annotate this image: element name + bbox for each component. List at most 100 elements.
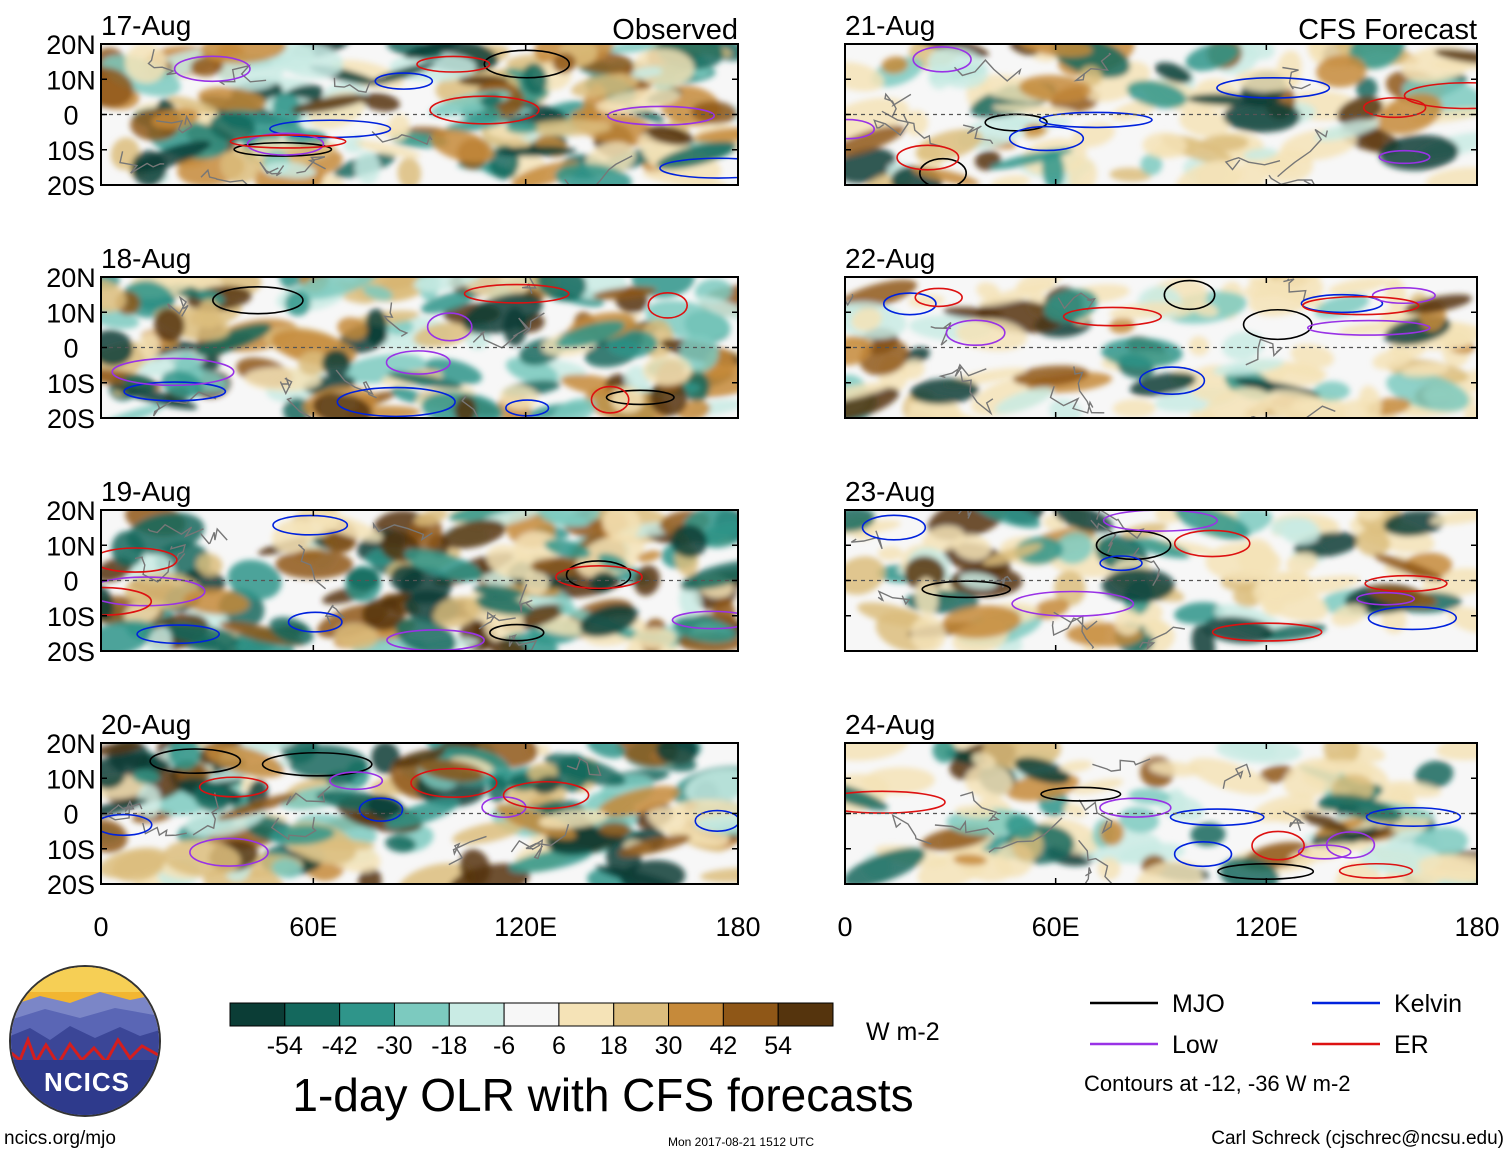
olr-anomaly-blob bbox=[1099, 820, 1124, 846]
olr-anomaly-blob bbox=[101, 819, 128, 853]
panel-forecast: 22-Aug bbox=[844, 243, 1478, 419]
coastline bbox=[1268, 174, 1316, 185]
olr-anomaly-blob bbox=[1199, 134, 1249, 152]
olr-anomaly-blob bbox=[942, 605, 1022, 639]
olr-anomaly-blob bbox=[131, 150, 167, 185]
colorbar-swatch bbox=[558, 1002, 615, 1027]
olr-anomaly-blob bbox=[533, 775, 562, 794]
coastline bbox=[1283, 278, 1307, 301]
contour-mjo bbox=[1040, 786, 1122, 802]
olr-anomaly-blob bbox=[1222, 331, 1265, 360]
olr-anomaly-blob bbox=[630, 66, 663, 79]
coastline bbox=[296, 156, 326, 174]
olr-anomaly-blob bbox=[991, 175, 1030, 185]
olr-anomaly-blob bbox=[397, 157, 422, 185]
legend-label: Kelvin bbox=[1394, 990, 1462, 1018]
olr-anomaly-blob bbox=[1401, 363, 1450, 378]
olr-anomaly-blob bbox=[227, 559, 282, 600]
olr-anomaly-blob bbox=[495, 804, 577, 840]
olr-anomaly-blob bbox=[1148, 761, 1201, 777]
colorbar: -54 -42 -30 -18 -6 6 18 30 42 54 bbox=[229, 1002, 834, 1060]
olr-anomaly-blob bbox=[910, 378, 979, 405]
olr-anomaly-blob bbox=[1278, 571, 1311, 587]
olr-anomaly-blob bbox=[1260, 623, 1327, 642]
coastline bbox=[1282, 66, 1311, 90]
y-tick-label: 10S bbox=[47, 835, 95, 865]
olr-anomaly-blob bbox=[101, 757, 126, 790]
olr-anomaly-blob bbox=[196, 553, 223, 577]
olr-anomaly-blob bbox=[101, 279, 127, 313]
olr-anomaly-blob bbox=[362, 284, 393, 301]
coastline bbox=[891, 813, 932, 845]
contour-er bbox=[198, 776, 269, 798]
panel-forecast: 21-Aug CFS Forecast bbox=[844, 10, 1478, 186]
olr-anomaly-blob bbox=[355, 150, 381, 185]
contour-er bbox=[896, 144, 960, 171]
olr-anomaly-blob bbox=[694, 127, 738, 144]
olr-anomaly-blob bbox=[124, 44, 167, 83]
olr-anomaly-blob bbox=[461, 277, 531, 299]
olr-anomaly-blob bbox=[877, 546, 904, 561]
coastline bbox=[192, 792, 219, 836]
olr-anomaly-blob bbox=[1111, 99, 1157, 121]
footer-url[interactable]: ncics.org/mjo bbox=[4, 1128, 116, 1149]
panel-date-label: 21-Aug bbox=[845, 10, 935, 41]
y-tick-label: 0 bbox=[63, 101, 78, 131]
olr-anomaly-blob bbox=[904, 556, 946, 591]
olr-anomaly-blob bbox=[694, 813, 738, 832]
olr-anomaly-blob bbox=[845, 780, 888, 811]
ncics-logo[interactable]: NCICS bbox=[9, 965, 161, 1120]
contour-low bbox=[607, 105, 716, 126]
coastline bbox=[881, 110, 944, 148]
contour-low bbox=[426, 312, 473, 342]
legend-label: MJO bbox=[1172, 990, 1225, 1018]
coastline bbox=[960, 791, 1001, 822]
y-tick-label: 10S bbox=[47, 136, 95, 166]
olr-anomaly-blob bbox=[679, 583, 702, 618]
olr-anomaly-blob bbox=[112, 384, 198, 410]
olr-anomaly-blob bbox=[1174, 510, 1250, 540]
colorbar-swatch bbox=[448, 1002, 505, 1027]
panel-date-label: 20-Aug bbox=[101, 709, 191, 740]
olr-anomaly-blob bbox=[1005, 814, 1037, 840]
olr-anomaly-blob bbox=[646, 125, 695, 146]
contour-kelvin bbox=[1173, 841, 1233, 868]
contour-kelvin bbox=[505, 399, 550, 417]
coastline bbox=[478, 611, 516, 630]
coastline bbox=[200, 168, 249, 185]
olr-anomaly-blob bbox=[1383, 781, 1442, 798]
olr-anomaly-blob bbox=[656, 743, 699, 765]
coastline bbox=[169, 543, 186, 567]
olr-anomaly-blob bbox=[1012, 365, 1089, 387]
olr-anomaly-blob bbox=[845, 743, 908, 761]
olr-anomaly-blob bbox=[1109, 167, 1152, 182]
contour-low bbox=[189, 837, 269, 867]
contour-er bbox=[555, 564, 643, 590]
contour-kelvin bbox=[272, 514, 349, 536]
coastline bbox=[152, 391, 217, 417]
contour-mjo bbox=[212, 286, 304, 315]
olr-anomaly-blob bbox=[209, 111, 256, 142]
coastline bbox=[953, 59, 1022, 82]
olr-anomaly-blob bbox=[420, 291, 475, 314]
contour-kelvin bbox=[1138, 366, 1206, 396]
olr-anomaly-blob bbox=[1157, 794, 1205, 822]
olr-anomaly-blob bbox=[364, 308, 388, 345]
contour-low bbox=[845, 118, 876, 140]
olr-anomaly-blob bbox=[495, 146, 577, 157]
coastline bbox=[1078, 839, 1114, 884]
coastline bbox=[1084, 867, 1092, 884]
legend-label: ER bbox=[1394, 1031, 1429, 1059]
olr-anomaly-blob bbox=[927, 46, 989, 89]
olr-anomaly-blob bbox=[1014, 536, 1064, 565]
olr-anomaly-blob bbox=[1055, 531, 1094, 564]
y-tick-label: 10S bbox=[47, 369, 95, 399]
olr-anomaly-blob bbox=[1355, 77, 1378, 100]
panel-observed: 20N 10N 0 10S 20S 18-Aug bbox=[46, 243, 739, 434]
contour-low bbox=[173, 55, 251, 83]
coastline bbox=[845, 293, 854, 311]
olr-anomaly-blob bbox=[1430, 510, 1477, 525]
olr-anomaly-blob bbox=[132, 769, 160, 784]
olr-anomaly-blob bbox=[1237, 159, 1268, 185]
